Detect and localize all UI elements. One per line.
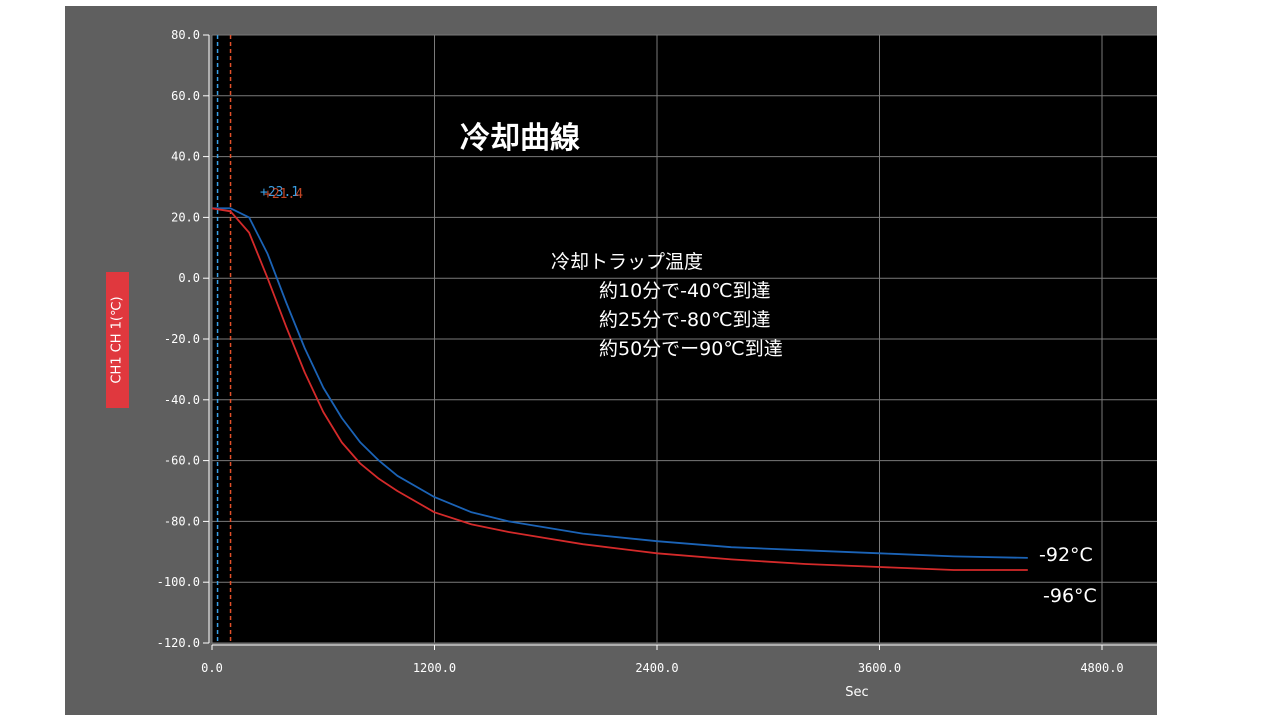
- y-tick-label: -120.0: [157, 636, 200, 650]
- series-end-label-ch1: -92°C: [1039, 544, 1093, 566]
- y-axis-label: CH1 CH 1(℃): [109, 296, 125, 384]
- y-tick-label: -40.0: [164, 393, 200, 407]
- y-axis-label-box: [106, 272, 129, 408]
- series-line-2: [211, 207, 1028, 571]
- y-tick-label: 0.0: [178, 271, 200, 285]
- cursor-lines: [216, 35, 232, 643]
- y-tick-label: -20.0: [164, 332, 200, 346]
- series-line-1: [212, 207, 1028, 559]
- annotation-line: 約50分でー90℃到達: [599, 338, 783, 360]
- y-tick-label: 20.0: [171, 210, 200, 224]
- y-tick-label: -60.0: [164, 454, 200, 468]
- axes: [203, 34, 1157, 650]
- series-lines: [211, 207, 1028, 571]
- chart-title: 冷却曲線: [460, 121, 580, 156]
- annotation-line: 約25分で-80℃到達: [599, 309, 771, 331]
- x-tick-label: 2400.0: [635, 661, 678, 675]
- x-axis-label: Sec: [845, 685, 868, 700]
- y-tick-label: 40.0: [171, 150, 200, 164]
- series-end-label-ch2: -96°C: [1043, 585, 1097, 607]
- cursor-value-label: +23.1: [260, 185, 299, 200]
- y-tick-label: -100.0: [157, 575, 200, 589]
- annotation-heading: 冷却トラップ温度: [551, 251, 703, 273]
- x-tick-labels: 0.0 1200.0 2400.0 3600.0 4800.0: [201, 661, 1124, 675]
- y-tick-labels: 80.0 60.0 40.0 20.0 0.0 -20.0 -40.0 -60.0 -80.0 -…: [157, 28, 200, 650]
- grid-lines: [211, 34, 1157, 644]
- x-tick-label: 4800.0: [1080, 661, 1123, 675]
- annotation-line: 約10分で-40℃到達: [599, 280, 771, 302]
- x-tick-label: 1200.0: [413, 661, 456, 675]
- y-tick-label: 60.0: [171, 89, 200, 103]
- x-tick-label: 0.0: [201, 661, 223, 675]
- y-tick-label: 80.0: [171, 28, 200, 42]
- cursor-value-label: +21.4: [264, 187, 303, 202]
- x-tick-label: 3600.0: [858, 661, 901, 675]
- y-tick-label: -80.0: [164, 514, 200, 528]
